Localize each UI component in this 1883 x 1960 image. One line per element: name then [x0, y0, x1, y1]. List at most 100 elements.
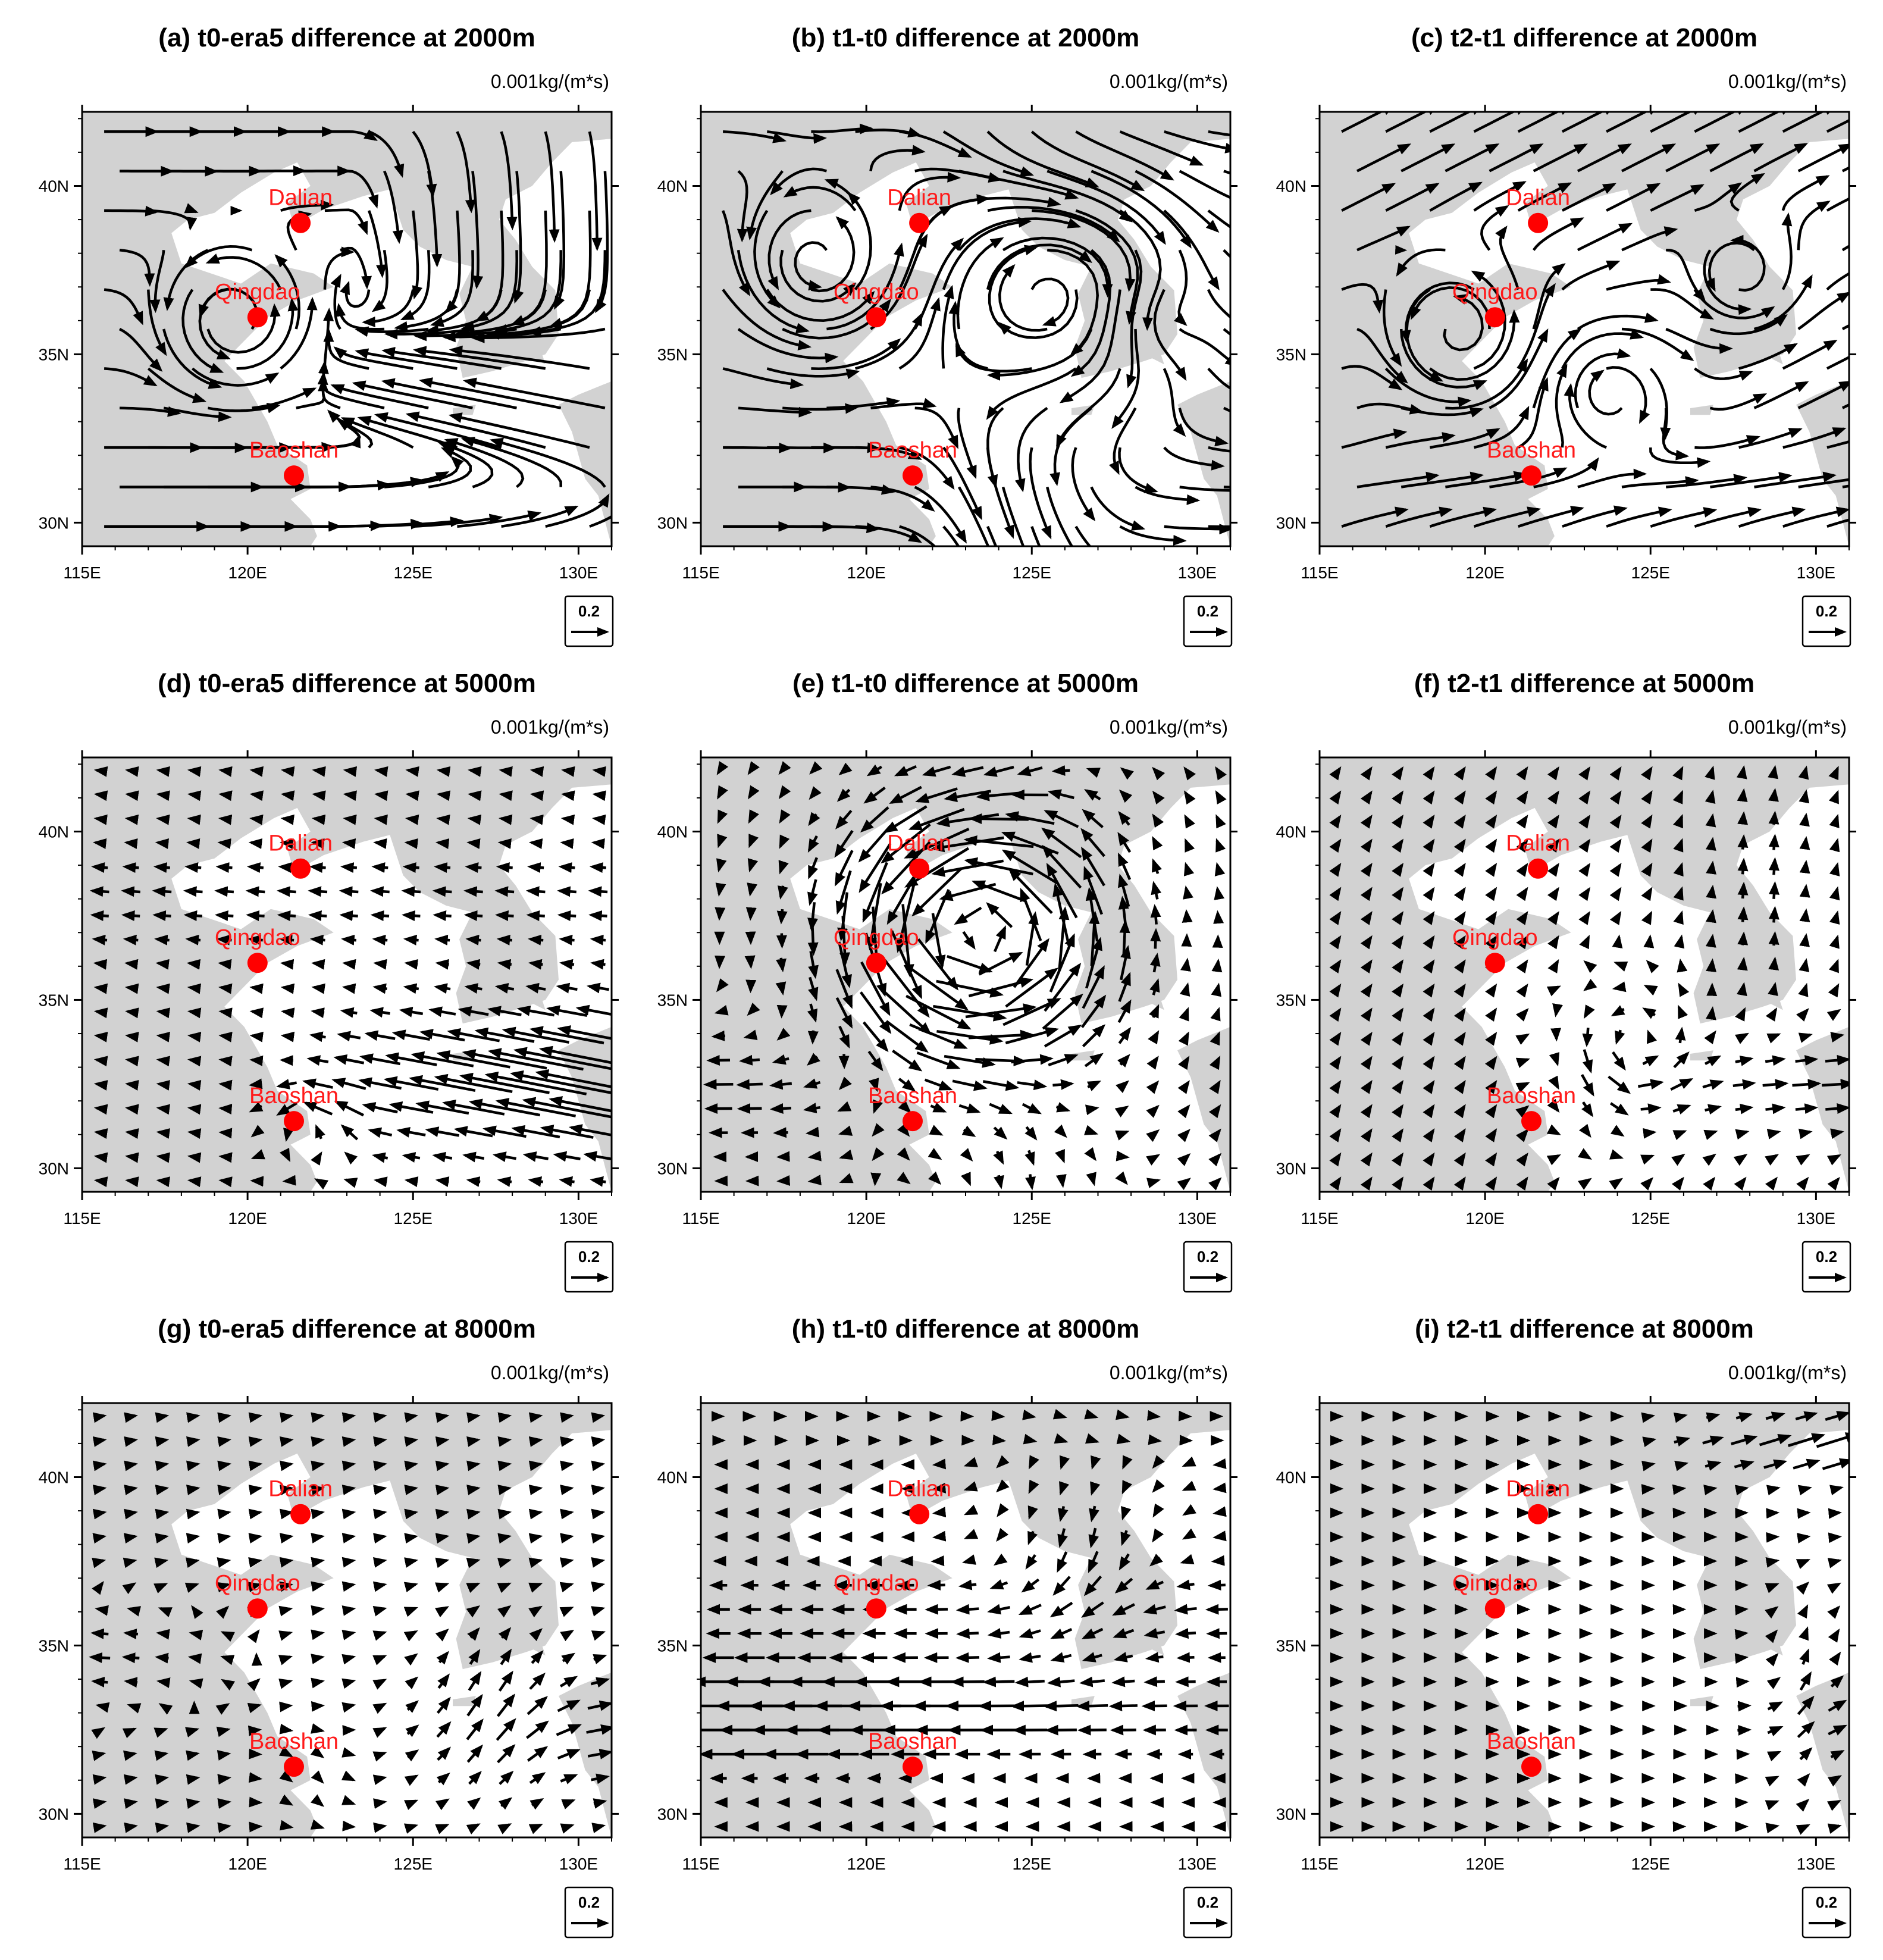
wind-arrow [1183, 766, 1196, 781]
wind-arrow [1766, 1485, 1781, 1496]
wind-arrow [124, 1460, 138, 1471]
wind-arrow [528, 934, 544, 945]
streamline [352, 380, 473, 409]
wind-arrow [396, 1126, 426, 1138]
wind-arrow [156, 983, 170, 994]
station-marker [247, 307, 268, 328]
panel-e: (e) t1-t0 difference at 5000m 0.001kg/(m*… [657, 669, 1237, 1293]
wind-arrow [591, 1460, 606, 1471]
land-mainland [701, 757, 1230, 1192]
wind-arrow [248, 838, 263, 849]
streamline [1533, 143, 1588, 173]
streamline [104, 288, 143, 325]
wind-arrow [187, 1031, 202, 1042]
wind-arrow [835, 809, 853, 829]
wind-arrow [779, 834, 790, 849]
streamline [1178, 408, 1229, 447]
wind-arrow [1215, 790, 1227, 805]
wind-arrow [956, 1628, 979, 1639]
wind-arrow [311, 983, 325, 994]
wind-arrow [1768, 982, 1778, 997]
wind-arrow [124, 1412, 138, 1423]
streamline [400, 250, 431, 321]
wind-arrow [435, 838, 450, 849]
wind-arrow [433, 910, 452, 921]
streamline [1108, 407, 1137, 475]
streamline [942, 217, 1032, 290]
wind-arrow [1152, 790, 1165, 805]
wind-arrow [778, 761, 791, 775]
wind-arrow [123, 1774, 138, 1785]
wind-arrow [185, 1727, 200, 1737]
streamline [463, 377, 606, 409]
streamline [1207, 367, 1230, 390]
wind-arrow [123, 934, 139, 945]
wind-arrow [405, 766, 419, 777]
wind-arrow [124, 838, 138, 849]
streamline [1577, 143, 1632, 173]
wind-arrow [468, 1098, 541, 1117]
wind-arrow [217, 1508, 231, 1520]
wind-arrow [311, 959, 325, 970]
wind-arrow [155, 1436, 170, 1447]
wind-arrow [568, 1124, 612, 1136]
station-label: Baoshan [1487, 1729, 1576, 1754]
wind-arrow [530, 790, 544, 801]
wind-arrow [466, 838, 481, 849]
wind-arrow [509, 1070, 612, 1095]
streamline [987, 206, 1120, 243]
wind-arrow [1737, 881, 1749, 899]
streamline [371, 249, 388, 312]
streamline [1356, 471, 1440, 489]
station-marker [866, 307, 886, 328]
wind-arrow [991, 1410, 1005, 1422]
wind-arrow [553, 1151, 581, 1162]
streamline [899, 446, 955, 490]
wind-arrow [529, 1026, 604, 1045]
wind-arrow [463, 886, 483, 897]
wind-arrow [931, 913, 946, 969]
wind-arrow [399, 1006, 424, 1017]
streamline [811, 123, 873, 134]
wind-arrow [189, 1678, 203, 1689]
wind-arrow [217, 1774, 231, 1785]
wind-arrow [1675, 1026, 1686, 1044]
wind-arrow [1086, 768, 1101, 778]
wind-arrow [278, 1678, 293, 1689]
wind-arrow [528, 1412, 543, 1423]
wind-arrow [588, 910, 607, 921]
station-marker [866, 953, 886, 973]
wind-arrow [528, 1460, 543, 1471]
units-label: 0.001kg/(m*s) [491, 71, 609, 92]
streamline [1694, 435, 1760, 449]
wind-arrow [279, 1557, 294, 1568]
wind-arrow [93, 959, 108, 970]
streamline [330, 384, 429, 409]
streamline [1075, 209, 1139, 325]
wind-arrow [1797, 1485, 1812, 1496]
wind-arrow [93, 838, 107, 849]
wind-arrow [248, 1508, 263, 1520]
streamline [1179, 328, 1230, 367]
streamline [1385, 112, 1440, 133]
streamline [1429, 181, 1483, 212]
station-label: Qingdao [1452, 925, 1538, 950]
station-dalian: Dalian [1506, 186, 1570, 233]
wind-arrow [1083, 1125, 1099, 1135]
wind-arrow [1118, 810, 1131, 826]
wind-arrow [1705, 813, 1716, 828]
wind-arrow [1765, 1823, 1780, 1834]
lat-tick-label: 30N [657, 1159, 688, 1178]
wind-arrow [987, 1652, 1010, 1663]
streamline [1574, 348, 1631, 409]
wind-arrow [185, 934, 201, 945]
wind-arrow [152, 910, 171, 921]
station-label: Dalian [1506, 1477, 1570, 1502]
wind-arrow [466, 1176, 481, 1187]
wind-arrow [342, 1820, 356, 1831]
wind-arrow [218, 1079, 233, 1091]
panel-c: (c) t2-t1 difference at 2000m 0.001kg/(m*… [1276, 23, 1856, 647]
wind-arrow [373, 1436, 387, 1447]
wind-arrow [125, 1007, 139, 1019]
wind-arrow [403, 1582, 418, 1592]
